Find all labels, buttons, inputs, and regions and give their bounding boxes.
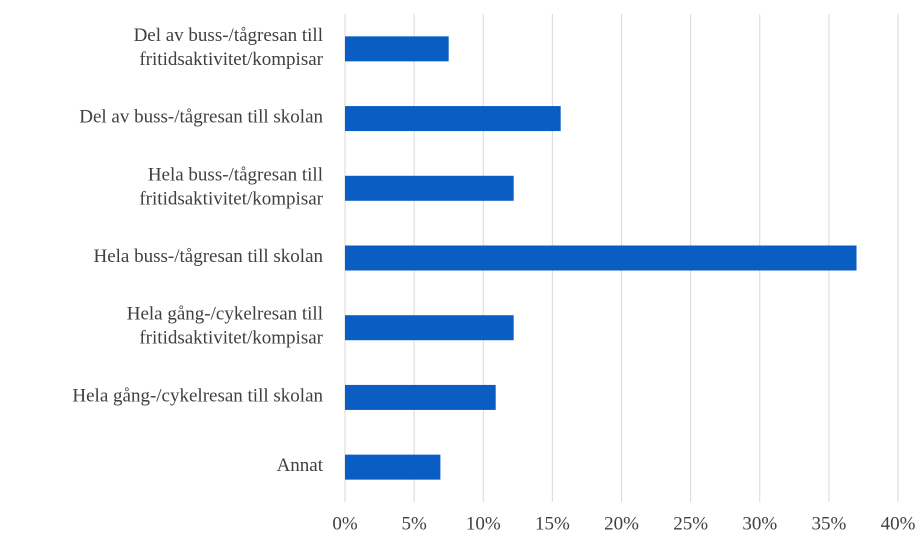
y-tick-label-line: fritidsaktivitet/kompisar xyxy=(139,189,323,210)
x-tick-label: 35% xyxy=(811,513,846,534)
y-tick-label: Hela buss-/tågresan till fritidsaktivitet… xyxy=(139,165,323,210)
y-tick-label-line: Del av buss-/tågresan till xyxy=(134,25,323,46)
x-tick-label: 40% xyxy=(881,513,916,534)
y-tick-label-line: Hela buss-/tågresan till xyxy=(148,165,323,186)
x-tick-label: 25% xyxy=(673,513,708,534)
x-tick-label: 10% xyxy=(466,513,501,534)
y-tick-label: Del av buss-/tågresan till skolan xyxy=(79,107,323,128)
x-tick-label: 20% xyxy=(604,513,639,534)
y-tick-label: Hela gång-/cykelresan till fritidsaktivit… xyxy=(127,304,324,349)
y-tick-label: Hela gång-/cykelresan till skolan xyxy=(72,386,323,407)
bar xyxy=(345,454,441,480)
bar xyxy=(345,175,514,201)
bar xyxy=(345,384,496,410)
bar xyxy=(345,315,514,341)
x-tick-label: 15% xyxy=(535,513,570,534)
x-tick-label: 0% xyxy=(332,513,358,534)
x-tick-label: 30% xyxy=(742,513,777,534)
bar xyxy=(345,36,449,62)
y-tick-label: Del av buss-/tågresan till fritidsaktivit… xyxy=(134,25,324,70)
y-tick-label-line: Del av buss-/tågresan till skolan xyxy=(79,107,323,128)
y-tick-label: Hela buss-/tågresan till skolan xyxy=(93,246,323,267)
x-tick-label: 5% xyxy=(401,513,427,534)
bar xyxy=(345,106,561,132)
y-tick-label-line: Annat xyxy=(277,456,324,477)
y-tick-label: Annat xyxy=(277,456,324,477)
y-tick-label-line: Hela gång-/cykelresan till xyxy=(127,304,323,325)
y-tick-label-line: fritidsaktivitet/kompisar xyxy=(139,328,323,349)
bar xyxy=(345,245,857,271)
y-tick-label-line: fritidsaktivitet/kompisar xyxy=(139,49,323,70)
y-tick-label-line: Hela buss-/tågresan till skolan xyxy=(93,246,323,267)
y-tick-label-line: Hela gång-/cykelresan till skolan xyxy=(72,386,323,407)
